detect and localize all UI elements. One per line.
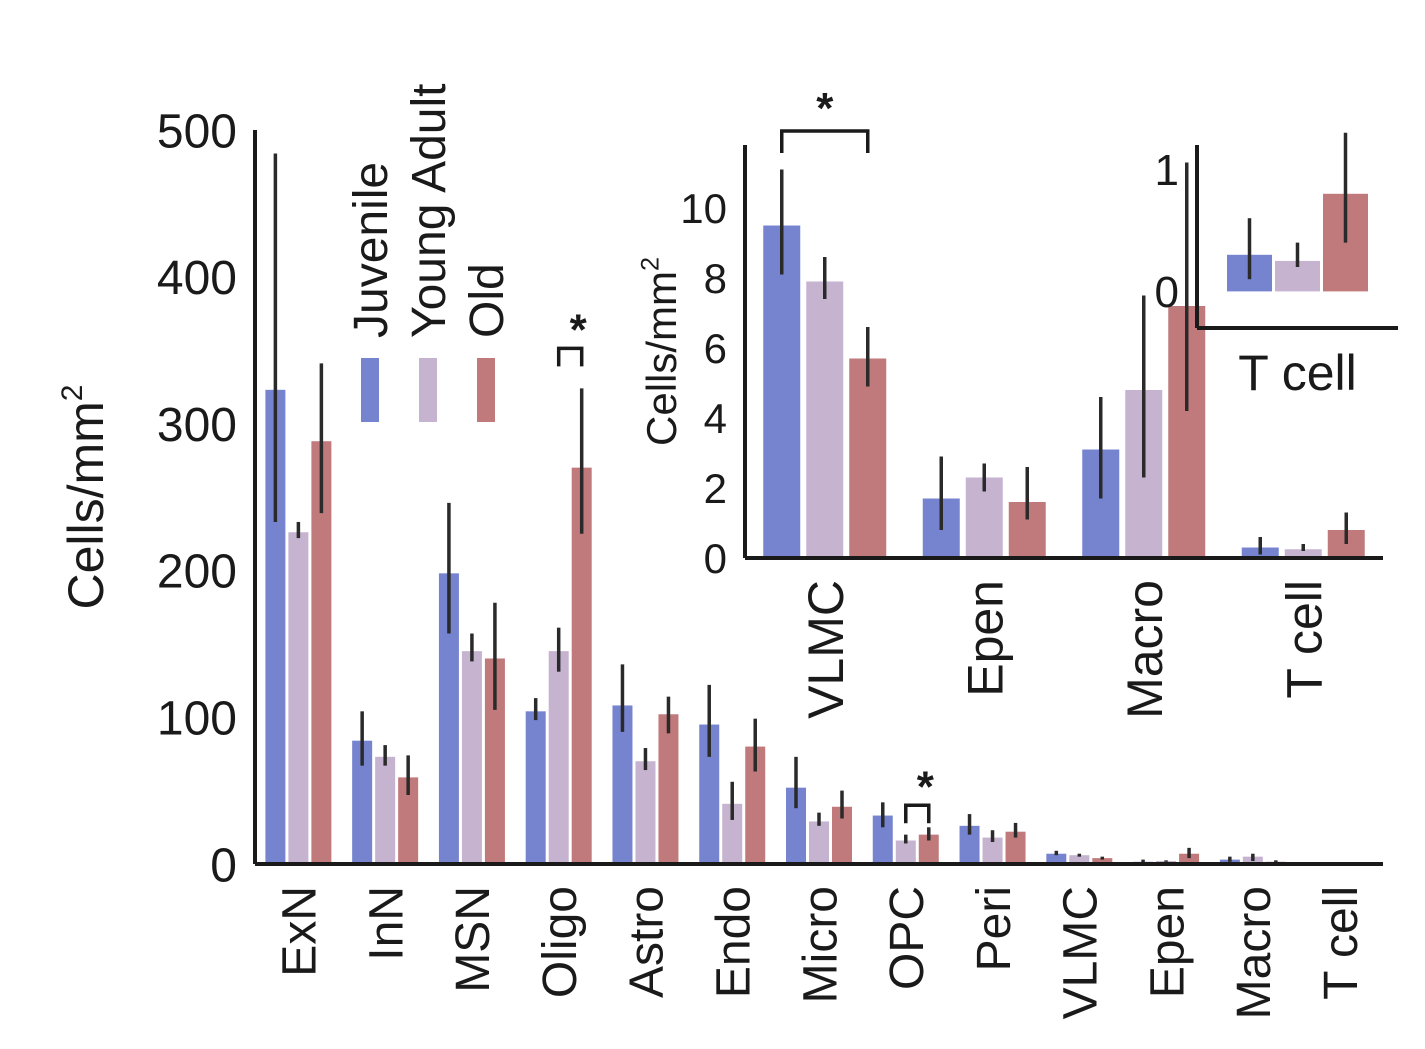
significance-star: * (816, 84, 834, 133)
y-tick-label: 2 (704, 465, 727, 512)
y-tick-label: 10 (680, 185, 727, 232)
y-axis-label-superscript: 2 (636, 257, 664, 271)
x-tick-label: Macro (1117, 580, 1173, 719)
legend-swatch-young-adult (419, 358, 437, 422)
significance-bracket (904, 803, 931, 824)
bar-inn-young-adult (375, 756, 396, 864)
y-tick-label: 0 (704, 535, 727, 582)
x-tick-label: OPC (881, 886, 934, 990)
significance-star: * (570, 305, 588, 354)
bar-astro-old (658, 714, 679, 864)
legend-swatch-old (477, 358, 495, 422)
y-tick-label: 4 (704, 395, 727, 442)
bar-oligo-young-adult (548, 651, 569, 864)
y-axis-label: Cells/mm2 (636, 257, 685, 446)
bar-inn-old (398, 777, 419, 864)
bar-vlmc-young-adult (806, 281, 844, 558)
bar-msn-young-adult (461, 651, 482, 864)
bar-exn-old (311, 441, 332, 864)
bar-vlmc-juvenile (763, 225, 801, 558)
bar-endo-old (745, 746, 766, 864)
x-tick-label: MSN (447, 886, 500, 993)
bar-astro-juvenile (612, 705, 633, 864)
x-tick-label: Oligo (534, 886, 587, 998)
significance-bracket (556, 346, 584, 367)
bar-oligo-juvenile (525, 711, 546, 864)
bar-peri-old (1005, 831, 1026, 864)
bar-epen-old (1179, 853, 1200, 864)
legend-label: Old (461, 263, 514, 338)
legend-swatch-juvenile (361, 358, 379, 422)
legend-label: Juvenile (345, 162, 398, 338)
bar-astro-young-adult (635, 761, 656, 864)
x-tick-label: Micro (794, 886, 847, 1003)
y-tick-label: 500 (157, 105, 237, 158)
y-tick-label: 8 (704, 255, 727, 302)
y-tick-label: 400 (157, 252, 237, 305)
bar-micro-young-adult (809, 821, 829, 864)
bar-opc-young-adult (895, 840, 916, 864)
x-tick-label: Epen (957, 580, 1013, 697)
y-axis-label: Cells/mm2 (56, 384, 114, 609)
bar-opc-juvenile (872, 815, 893, 864)
y-tick-label: 6 (704, 325, 727, 372)
x-tick-label: Astro (621, 886, 674, 998)
bar-vlmc-old (849, 358, 887, 558)
y-tick-label: 1 (1155, 146, 1179, 195)
bar-msn-old (484, 658, 505, 864)
bar-endo-young-adult (722, 803, 743, 864)
x-tick-label: T cell (1276, 580, 1332, 699)
bar-exn-juvenile (265, 389, 286, 864)
bar-endo-juvenile (699, 724, 720, 864)
x-tick-label: ExN (274, 886, 327, 977)
x-tick-label: Peri (968, 886, 1021, 971)
bar-t-cell-young-adult (1284, 549, 1322, 558)
bar-exn-young-adult (288, 532, 309, 864)
x-tick-label: Epen (1141, 886, 1194, 998)
x-tick-label: InN (360, 886, 413, 961)
bar-peri-young-adult (982, 837, 1003, 864)
bar-micro-old (832, 806, 852, 864)
y-tick-label: 100 (157, 692, 237, 745)
inset2-chart: 0 1 T cell (1155, 132, 1398, 401)
y-tick-label: 300 (157, 399, 237, 452)
bar-peri-juvenile (959, 825, 980, 864)
bar-vlmc-juvenile (1046, 853, 1067, 864)
y-tick-label: 0 (1155, 268, 1179, 317)
bar-vlmc-young-adult (1069, 855, 1090, 864)
x-tick-label: Macro (1228, 886, 1281, 1019)
bar-inn-juvenile (352, 740, 373, 864)
x-tick-label: VLMC (1055, 886, 1108, 1019)
x-tick-label: T cell (1238, 345, 1357, 401)
legend: Juvenile Young Adult Old (345, 84, 514, 422)
significance-bracket (780, 129, 870, 153)
y-tick-label: 200 (157, 546, 237, 599)
bar-vlmc-old (1092, 858, 1113, 864)
bar-msn-juvenile (438, 573, 459, 864)
bar-oligo-old (571, 467, 592, 864)
x-tick-label: Endo (708, 886, 761, 998)
significance-star: * (917, 762, 935, 811)
bar-micro-juvenile (786, 787, 806, 864)
x-tick-label: T cell (1315, 886, 1368, 1000)
x-tick-label: VLMC (798, 580, 854, 719)
y-axis-label-superscript: 2 (56, 384, 89, 401)
y-tick-label: 0 (210, 839, 237, 892)
legend-label: Young Adult (403, 84, 456, 338)
bar-opc-old (918, 834, 939, 864)
